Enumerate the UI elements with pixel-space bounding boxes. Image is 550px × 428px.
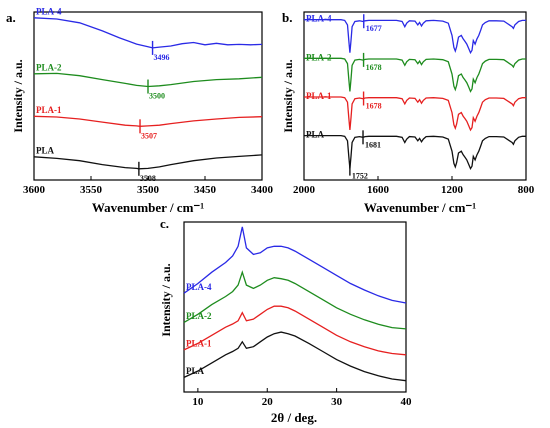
series-line-pla [33, 154, 263, 170]
series-label-pla-2: PLA-2 [306, 52, 332, 62]
x-tick-label: 3550 [80, 184, 103, 196]
series-label-pla-1: PLA-1 [186, 339, 212, 349]
x-tick-label: 10 [192, 396, 204, 408]
peak-annotation: 1678 [366, 102, 382, 111]
x-tick-label: 30 [331, 396, 343, 408]
panel-c: c. PLA-4 PLA-2 PLA-1 PLA 10 20 30 40 2θ / deg.… [159, 216, 412, 425]
series-line-pla-1 [304, 96, 526, 132]
series-label-pla-1: PLA-1 [36, 105, 62, 115]
peak-annotation: 1678 [366, 63, 382, 72]
series-label-pla: PLA [186, 366, 205, 376]
panel-a-ylabel: Intensity / a.u. [11, 59, 25, 132]
peak-annotation: 3496 [154, 53, 170, 62]
series-line-pla-1 [33, 115, 263, 127]
x-tick-label: 800 [518, 184, 535, 196]
panel-b-xlabel: Wavenumber / cm⁻¹ [364, 200, 476, 215]
panel-b-label: b. [282, 10, 292, 25]
peak-annotation: 3507 [141, 131, 157, 140]
x-tick-label: 40 [401, 396, 413, 408]
x-tick-label: 3500 [137, 184, 160, 196]
series-line-pla-4 [33, 17, 263, 49]
series-label-pla-2: PLA-2 [36, 63, 62, 73]
x-tick-label: 2000 [293, 184, 316, 196]
peak-annotation: 1677 [366, 24, 382, 33]
panel-c-frame [183, 221, 407, 393]
series-label-pla-2: PLA-2 [186, 311, 212, 321]
x-tick-label: 1200 [441, 184, 464, 196]
panel-c-ylabel: Intensity / a.u. [159, 263, 173, 336]
peak-annotation: 3500 [149, 92, 165, 101]
series-line-pla [304, 134, 526, 171]
x-tick-label: 1600 [367, 184, 390, 196]
peak-annotation: 1681 [365, 140, 381, 149]
panel-a-xlabel: Wavenumber / cm⁻¹ [92, 200, 204, 215]
panel-b: b. PLA-4 PLA-2 PLA-1 PLA 1752 1677 1678 1678 168… [281, 10, 535, 215]
x-tick-label: 3450 [194, 184, 217, 196]
series-label-pla: PLA [36, 146, 55, 156]
panel-a-frame [33, 11, 263, 181]
panel-c-xlabel: 2θ / deg. [271, 410, 317, 425]
panel-a-label: a. [6, 10, 16, 25]
series-line-pla-4 [304, 19, 526, 55]
x-tick-label: 3400 [251, 184, 274, 196]
series-line-pla-2 [183, 270, 407, 330]
x-tick-label: 3600 [23, 184, 46, 196]
series-line-pla-2 [304, 57, 526, 93]
panel-b-ylabel: Intensity / a.u. [281, 59, 295, 132]
series-label-pla: PLA [306, 130, 325, 140]
panel-c-label: c. [160, 216, 169, 231]
series-label-pla-4: PLA-4 [36, 7, 62, 17]
series-label-pla-4: PLA-4 [186, 282, 212, 292]
x-tick-label: 20 [262, 396, 274, 408]
series-label-pla-1: PLA-1 [306, 91, 332, 101]
peak-annotation: 1752 [352, 172, 368, 181]
panel-b-frame [303, 11, 527, 181]
series-label-pla-4: PLA-4 [306, 14, 332, 24]
series-line-pla-1 [183, 305, 407, 356]
series-line-pla [183, 331, 407, 382]
series-line-pla-4 [183, 226, 407, 304]
